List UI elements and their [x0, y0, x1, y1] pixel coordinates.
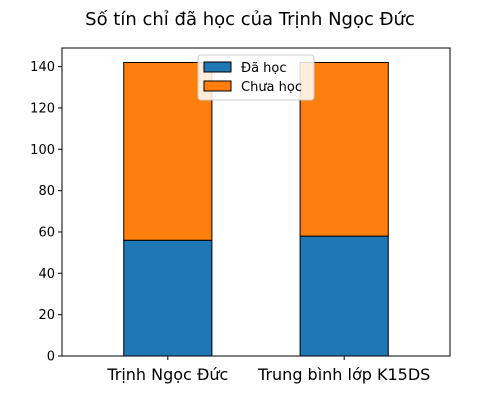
- x-tick-label: Trịnh Ngọc Đức: [106, 365, 228, 384]
- y-tick-label: 80: [38, 184, 55, 199]
- x-axis: Trịnh Ngọc Đức Trung bình lớp K15DS: [106, 356, 430, 384]
- y-tick-label: 140: [30, 60, 55, 75]
- y-axis: 0 20 40 60 80 100 120 140: [30, 47, 451, 365]
- y-tick-label: 60: [38, 225, 55, 240]
- y-tick-label: 0: [47, 350, 55, 365]
- plot-frame: [61, 47, 451, 357]
- legend-swatch: [203, 80, 232, 92]
- y-tick-label: 20: [38, 308, 55, 323]
- legend: Đã học Chưa học: [197, 54, 315, 101]
- bar-remaining-0: [123, 61, 213, 241]
- legend-swatch: [203, 61, 232, 73]
- y-tick-label: 120: [30, 101, 55, 116]
- bar-completed-1: [299, 235, 389, 357]
- y-tick-label: 100: [30, 143, 55, 158]
- chart-title: Số tín chỉ đã học của Trịnh Ngọc Đức: [85, 9, 415, 30]
- x-tick-label: Trung bình lớp K15DS: [257, 365, 430, 384]
- legend-label: Đã học: [241, 61, 287, 76]
- plot-area: [123, 61, 389, 357]
- legend-label: Chưa học: [241, 80, 302, 95]
- bar-completed-0: [123, 239, 213, 357]
- bar-remaining-1: [299, 61, 389, 237]
- y-tick-label: 40: [38, 267, 55, 282]
